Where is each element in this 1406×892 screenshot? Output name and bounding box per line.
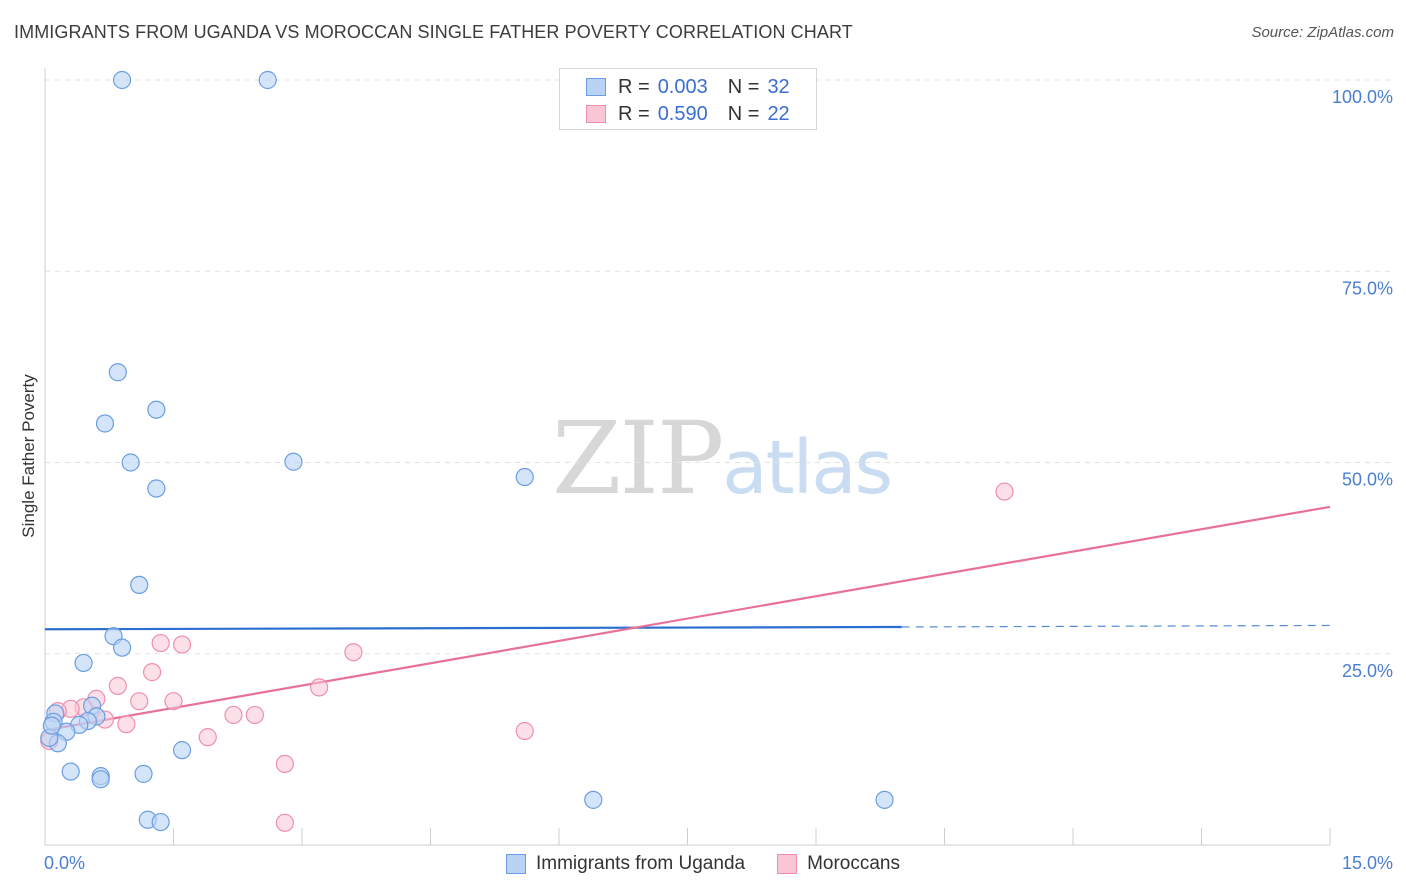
moroccan-point xyxy=(275,813,294,832)
source-credit: Source: ZipAtlas.com xyxy=(1251,24,1394,41)
y-tick-label: 50.0% xyxy=(1342,470,1393,490)
x-tick-label: 0.0% xyxy=(44,853,85,873)
uganda-point xyxy=(112,638,132,657)
legend-item-moroccans[interactable]: Moroccans xyxy=(777,853,900,875)
data-points xyxy=(40,70,1014,832)
legend-item-uganda[interactable]: Immigrants from Uganda xyxy=(506,853,745,875)
legend-label: Immigrants from Uganda xyxy=(536,853,746,874)
uganda-point xyxy=(147,479,166,498)
uganda-point xyxy=(172,741,192,760)
stats-legend: R = 0.003 N = 32 R = 0.590 N = 22 xyxy=(559,68,817,130)
moroccan-point xyxy=(245,705,264,725)
r-value: 0.003 xyxy=(657,75,708,98)
uganda-trend-extension xyxy=(901,624,1331,628)
uganda-point xyxy=(130,575,149,595)
uganda-point xyxy=(91,770,110,789)
chart-title: IMMIGRANTS FROM UGANDA VS MOROCCAN SINGL… xyxy=(14,22,853,42)
r-label: R = xyxy=(618,75,650,98)
uganda-point xyxy=(74,653,93,673)
n-label: N = xyxy=(727,75,760,98)
uganda-point xyxy=(61,762,80,781)
moroccan-point xyxy=(275,754,294,774)
moroccan-point xyxy=(164,692,183,711)
moroccan-point xyxy=(117,715,136,734)
moroccan-swatch xyxy=(586,105,606,123)
trend-lines xyxy=(44,505,1331,732)
uganda-legend-swatch xyxy=(506,854,526,874)
n-value: 32 xyxy=(767,75,790,98)
uganda-point xyxy=(108,363,127,382)
series-legend: Immigrants from Uganda Moroccans xyxy=(0,850,1406,878)
uganda-trend-line xyxy=(44,625,902,631)
uganda-point xyxy=(515,467,534,487)
uganda-point xyxy=(284,452,303,471)
stats-row-uganda: R = 0.003 N = 32 xyxy=(586,75,790,99)
uganda-point xyxy=(134,764,153,783)
moroccan-point xyxy=(151,633,170,653)
x-tick-label: 15.0% xyxy=(1342,853,1393,873)
legend-label: Moroccans xyxy=(807,853,900,874)
moroccan-point xyxy=(198,728,217,747)
grid xyxy=(45,79,1395,655)
uganda-point xyxy=(584,790,603,809)
moroccan-point xyxy=(142,663,162,682)
r-label: R = xyxy=(618,102,650,125)
moroccan-point xyxy=(995,482,1014,501)
axes xyxy=(44,68,1331,846)
uganda-point xyxy=(147,400,166,419)
uganda-swatch xyxy=(586,78,606,96)
stats-row-moroccan: R = 0.590 N = 22 xyxy=(586,102,790,126)
moroccan-point xyxy=(108,676,127,695)
uganda-point xyxy=(875,790,894,809)
moroccan-point xyxy=(344,643,363,662)
moroccan-point xyxy=(515,721,534,741)
moroccan-point xyxy=(224,705,243,725)
y-tick-label: 25.0% xyxy=(1342,661,1393,681)
uganda-point xyxy=(42,716,61,735)
axis-labels: 25.0% 50.0% 75.0% 100.0% 0.0% 15.0% Single Fat… xyxy=(19,87,1393,873)
y-tick-label: 75.0% xyxy=(1342,278,1393,298)
r-value: 0.590 xyxy=(657,102,708,125)
uganda-point xyxy=(258,70,277,90)
uganda-point xyxy=(112,70,132,90)
moroccan-point xyxy=(130,692,149,711)
n-value: 22 xyxy=(767,102,790,125)
y-axis-title: Single Father Poverty xyxy=(19,374,38,538)
moroccan-legend-swatch xyxy=(777,854,798,874)
uganda-point xyxy=(151,812,170,832)
moroccan-point xyxy=(310,678,329,697)
y-tick-label: 100.0% xyxy=(1332,87,1393,107)
n-label: N = xyxy=(727,102,760,125)
uganda-point xyxy=(95,414,115,433)
moroccan-point xyxy=(172,635,192,654)
uganda-point xyxy=(121,453,140,472)
moroccan-trend-line xyxy=(44,505,1331,732)
